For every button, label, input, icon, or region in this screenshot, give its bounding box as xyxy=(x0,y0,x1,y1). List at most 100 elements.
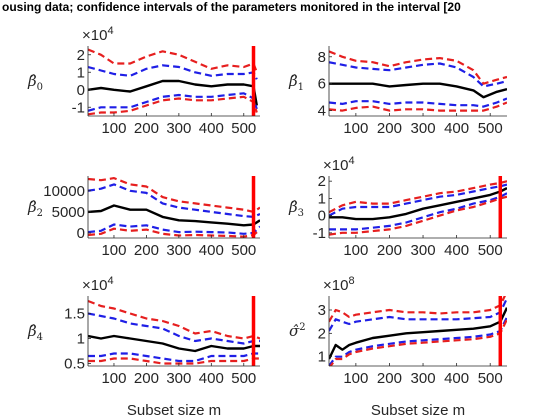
median-line xyxy=(88,204,260,227)
inner-upper-line xyxy=(329,297,507,332)
outer-upper-line xyxy=(88,299,260,340)
x-tick-label: 500 xyxy=(231,242,256,259)
x-tick-label: 400 xyxy=(444,242,469,259)
y-tick-label: 1.5 xyxy=(64,306,85,323)
y-tick-label: 5000 xyxy=(52,204,85,221)
y-tick-label: 1 xyxy=(318,190,326,207)
series-group xyxy=(329,180,507,236)
outer-lower-line xyxy=(88,95,258,116)
x-axis-label: Subset size m xyxy=(371,402,465,419)
outer-lower-line xyxy=(329,195,507,236)
y-tick-label: 0 xyxy=(318,208,326,225)
outer-upper-line xyxy=(329,296,506,323)
series-group xyxy=(88,48,258,116)
axis-multiplier: ×104 xyxy=(82,275,114,294)
y-tick-label: 8 xyxy=(318,49,326,66)
x-tick-label: 400 xyxy=(199,370,224,387)
y-tick-label: -1 xyxy=(72,99,85,116)
x-tick-label: 100 xyxy=(343,370,368,387)
x-tick-label: 300 xyxy=(411,242,436,259)
figure-title: ousing data; confidence intervals of the… xyxy=(2,0,461,14)
median-line xyxy=(88,79,258,106)
y-axis-label: β̂3 xyxy=(288,198,304,219)
median-line xyxy=(329,82,507,99)
outer-upper-line xyxy=(88,48,258,73)
y-tick-label: -1 xyxy=(313,225,326,242)
x-tick-label: 200 xyxy=(134,242,159,259)
x-tick-label: 100 xyxy=(343,242,368,259)
y-tick-label: 6 xyxy=(318,76,326,93)
y-tick-label: 0 xyxy=(77,82,85,99)
x-tick-label: 300 xyxy=(166,370,191,387)
outer-lower-line xyxy=(88,357,260,365)
inner-lower-line xyxy=(88,92,258,112)
y-tick-label: 1 xyxy=(77,331,85,348)
y-tick-label: 1 xyxy=(77,64,85,81)
inner-upper-line xyxy=(329,183,507,217)
x-tick-label: 500 xyxy=(231,370,256,387)
y-tick-label: 2 xyxy=(77,47,85,64)
median-line xyxy=(329,187,507,221)
median-line xyxy=(88,334,260,353)
axis-multiplier: ×104 xyxy=(82,25,114,44)
y-tick-label: 3 xyxy=(318,302,326,319)
x-tick-label: 300 xyxy=(411,370,436,387)
inner-lower-line xyxy=(88,352,260,363)
y-tick-label: 0.5 xyxy=(64,356,85,373)
subplot-6: 100 200 300 400 500 1 2 3 ×108 σ̂2 Subset size m xyxy=(289,275,507,419)
x-tick-label: 500 xyxy=(478,370,503,387)
outer-lower-line xyxy=(329,101,507,112)
x-tick-label: 400 xyxy=(444,120,469,137)
y-tick-label: 2 xyxy=(318,325,326,342)
y-tick-label: 4 xyxy=(318,103,326,120)
x-tick-label: 300 xyxy=(166,120,191,137)
x-tick-label: 400 xyxy=(444,370,469,387)
axis-multiplier: ×108 xyxy=(323,275,355,294)
outer-upper-line xyxy=(329,180,507,214)
y-axis-label: β̂4 xyxy=(27,322,43,343)
y-axis-label: β̂2 xyxy=(27,198,43,219)
x-tick-label: 500 xyxy=(478,242,503,259)
median-line xyxy=(329,307,507,360)
x-tick-label: 200 xyxy=(134,120,159,137)
x-tick-label: 200 xyxy=(377,370,402,387)
x-tick-label: 400 xyxy=(199,120,224,137)
x-tick-label: 400 xyxy=(199,242,224,259)
x-tick-label: 300 xyxy=(411,120,436,137)
inner-upper-line xyxy=(88,64,258,80)
x-tick-label: 100 xyxy=(101,120,126,137)
inner-upper-line xyxy=(88,183,260,218)
x-tick-label: 500 xyxy=(478,120,503,137)
inner-lower-line xyxy=(329,316,507,366)
axis-multiplier: ×104 xyxy=(323,155,355,174)
x-tick-label: 200 xyxy=(134,370,159,387)
inner-upper-line xyxy=(329,61,507,88)
series-group xyxy=(88,299,260,365)
inner-upper-line xyxy=(88,312,260,345)
y-tick-label: 0 xyxy=(77,225,85,242)
outer-upper-line xyxy=(88,177,260,213)
y-tick-label: 1 xyxy=(318,349,326,366)
y-axis-label: β̂1 xyxy=(288,72,304,93)
y-axis-label: β̂0 xyxy=(27,72,43,93)
series-group xyxy=(88,177,260,238)
x-tick-label: 100 xyxy=(101,242,126,259)
series-group xyxy=(329,296,507,366)
inner-lower-line xyxy=(329,192,507,231)
x-tick-label: 100 xyxy=(343,120,368,137)
outer-upper-line xyxy=(329,50,507,85)
subplot-2: 100 200 300 400 500 4 6 8 β̂1 xyxy=(288,46,507,137)
y-axis-label: σ̂2 xyxy=(289,322,306,340)
inner-lower-line xyxy=(329,97,507,108)
x-tick-label: 100 xyxy=(101,370,126,387)
y-tick-label: 10000 xyxy=(43,183,85,200)
x-tick-label: 200 xyxy=(377,242,402,259)
x-tick-label: 500 xyxy=(231,120,256,137)
x-tick-label: 200 xyxy=(377,120,402,137)
subplot-5: 100 200 300 400 500 0.5 1 1.5 ×104 β̂4 Subset size… xyxy=(27,275,260,419)
